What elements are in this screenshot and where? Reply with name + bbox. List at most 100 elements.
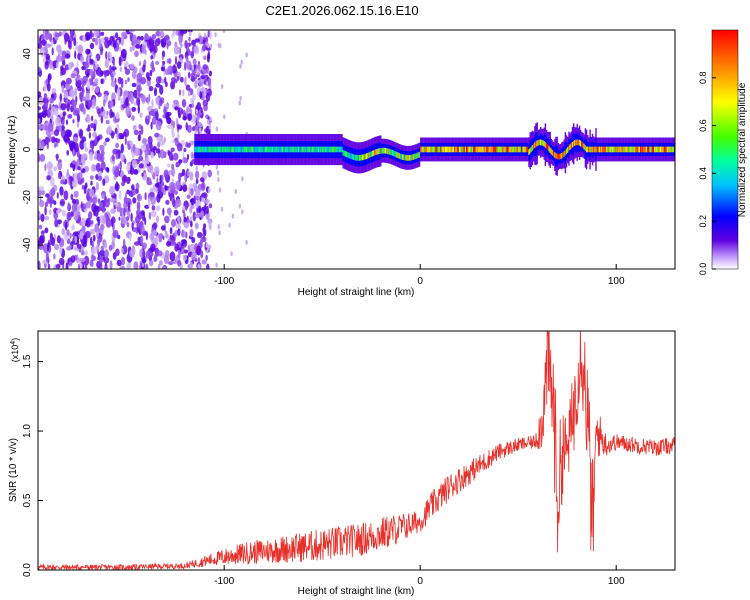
heatmap-cell <box>487 146 489 153</box>
heatmap-cell <box>284 146 287 153</box>
heatmap-cell <box>173 209 179 216</box>
heatmap-cell <box>68 61 73 70</box>
colorbar: 0.0 0.2 0.4 0.6 0.8 Normalized spectral ampl… <box>698 29 748 275</box>
heatmap-cell <box>629 146 631 153</box>
heatmap-cell <box>261 146 263 153</box>
heatmap-cell <box>163 265 166 269</box>
heatmap-cell <box>182 116 187 121</box>
y-tick-label: 0.0 <box>22 563 33 577</box>
heatmap-cell <box>150 151 154 159</box>
heatmap-cell <box>79 230 84 240</box>
heatmap-cell <box>155 96 161 104</box>
heatmap-cell <box>86 127 91 132</box>
heatmap-cell <box>155 111 159 121</box>
heatmap-cell <box>276 146 278 153</box>
heatmap-cell <box>133 129 139 136</box>
heatmap-cell <box>418 151 421 158</box>
heatmap-cell <box>358 155 361 161</box>
heatmap-cell <box>128 233 132 242</box>
heatmap-cell <box>71 203 78 213</box>
heatmap-cell <box>58 257 65 266</box>
heatmap-cell <box>300 146 302 153</box>
heatmap-cell <box>455 146 457 153</box>
heatmap-cell <box>65 221 68 231</box>
heatmap-cell <box>274 146 276 153</box>
heatmap-cell <box>39 153 46 162</box>
heatmap-cell <box>173 45 180 55</box>
heatmap-cell <box>85 98 89 109</box>
heatmap-cell <box>415 153 417 159</box>
heatmap-cell <box>207 146 209 153</box>
heatmap-cell <box>299 146 301 153</box>
heatmap-cell <box>63 134 70 143</box>
heatmap-cell <box>565 148 568 155</box>
heatmap-cell <box>47 242 50 252</box>
heatmap-cell <box>654 146 656 153</box>
heatmap-cell <box>544 141 547 148</box>
heatmap-cell <box>393 150 395 157</box>
heatmap-cell <box>353 154 355 160</box>
heatmap-cell <box>171 219 176 228</box>
heatmap-cell <box>582 142 584 149</box>
heatmap-cell <box>153 87 158 97</box>
heatmap-cell <box>583 143 585 150</box>
heatmap-cell <box>120 247 124 254</box>
heatmap-cell <box>401 154 403 160</box>
heatmap-cell <box>80 54 84 64</box>
heatmap-cell <box>194 45 200 55</box>
heatmap-cell <box>233 146 235 153</box>
heatmap-cell <box>490 146 493 153</box>
heatmap-cell <box>181 108 184 115</box>
heatmap-cell <box>118 56 122 67</box>
heatmap-cell <box>376 148 378 155</box>
heatmap-cell <box>97 218 101 226</box>
heatmap-cell <box>453 146 455 153</box>
heatmap-cell <box>38 96 44 106</box>
heatmap-cell <box>217 177 220 183</box>
heatmap-cell <box>88 197 94 203</box>
heatmap-cell <box>40 230 45 235</box>
heatmap-cell <box>187 113 192 122</box>
heatmap-cell <box>196 245 202 256</box>
heatmap-cell <box>367 152 369 159</box>
heatmap-cell <box>251 146 254 153</box>
heatmap-cell <box>98 38 101 49</box>
heatmap-cell <box>89 42 95 50</box>
heatmap-cell <box>627 146 629 153</box>
y-tick-label: 20 <box>22 96 33 108</box>
heatmap-cell <box>65 262 69 269</box>
heatmap-cell <box>138 155 144 162</box>
heatmap-cell <box>166 207 172 215</box>
heatmap-cell <box>383 147 385 154</box>
heatmap-cell <box>228 146 230 153</box>
heatmap-cell <box>150 243 156 252</box>
heatmap-cell <box>510 146 512 153</box>
heatmap-cell <box>120 48 127 59</box>
heatmap-cell <box>197 257 201 264</box>
heatmap-cell <box>77 113 80 123</box>
heatmap-cell <box>115 248 120 257</box>
heatmap-cell <box>269 146 271 153</box>
heatmap-cell <box>124 91 129 96</box>
heatmap-cell <box>67 137 71 145</box>
x-tick-label: 100 <box>608 576 625 587</box>
heatmap-cell <box>314 146 316 153</box>
heatmap-cell <box>530 146 532 153</box>
heatmap-cell <box>489 146 491 153</box>
heatmap-cell <box>602 146 604 153</box>
heatmap-cell <box>198 205 202 213</box>
heatmap-cell <box>138 163 144 169</box>
x-tick-label: 100 <box>608 276 625 287</box>
heatmap-cell <box>175 180 181 191</box>
heatmap-cell <box>154 132 160 138</box>
heatmap-cell <box>141 44 146 55</box>
heatmap-cell <box>388 148 390 155</box>
heatmap-cell <box>239 63 242 69</box>
heatmap-cell <box>44 125 47 131</box>
heatmap-cell <box>570 143 572 149</box>
heatmap-cell <box>394 151 396 157</box>
heatmap-cell <box>100 78 103 84</box>
heatmap-cell <box>216 146 218 153</box>
heatmap-cell <box>182 254 187 261</box>
heatmap-cell <box>49 118 52 125</box>
